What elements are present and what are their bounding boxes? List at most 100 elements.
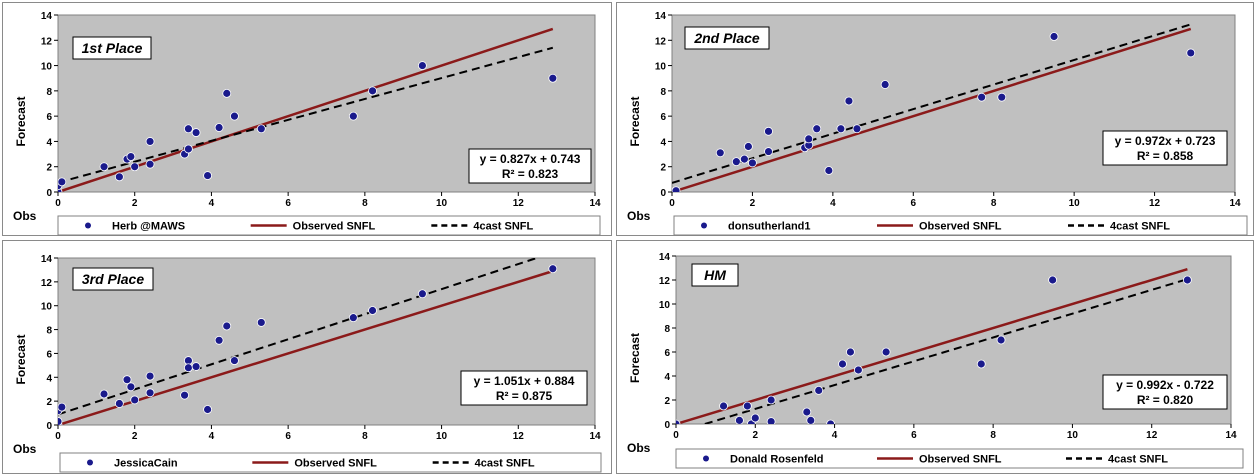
data-point bbox=[802, 407, 812, 417]
forecast-trendline bbox=[704, 278, 1188, 424]
legend-label: 4cast SNFL bbox=[1108, 454, 1168, 466]
chart-svg-3: 0 2 4 6 8 10 12 14 0 2 4 6 8 10 12 14 Obs Forecast 3rd Pla… bbox=[13, 254, 602, 473]
equation-box bbox=[1102, 130, 1228, 166]
data-point bbox=[348, 313, 358, 323]
legend-box bbox=[57, 215, 601, 236]
x-axis-label: Obs bbox=[627, 441, 651, 455]
data-point bbox=[881, 347, 891, 357]
y-tick-label: 8 bbox=[664, 324, 670, 335]
y-tick-label: 2 bbox=[664, 396, 670, 407]
data-point bbox=[368, 86, 377, 96]
data-point bbox=[203, 405, 212, 414]
data-point bbox=[764, 147, 773, 156]
series-group bbox=[58, 27, 558, 192]
title-box bbox=[684, 26, 770, 50]
chart-title: 2nd Place bbox=[693, 30, 760, 46]
data-point bbox=[846, 347, 855, 357]
data-point bbox=[676, 419, 681, 424]
y-tick-label: 12 bbox=[41, 36, 53, 47]
x-tick-label: 4 bbox=[209, 198, 215, 209]
data-point bbox=[191, 362, 201, 371]
r-squared-label: R² = 0.820 bbox=[1137, 393, 1194, 407]
data-point bbox=[826, 419, 836, 424]
data-point bbox=[804, 134, 814, 144]
data-point bbox=[230, 111, 239, 121]
data-point bbox=[548, 73, 558, 83]
y-tick-label: 0 bbox=[664, 420, 670, 431]
r-squared-label: R² = 0.858 bbox=[1137, 149, 1194, 163]
chart-title: 1st Place bbox=[82, 40, 143, 56]
data-point bbox=[126, 382, 136, 392]
data-point bbox=[1048, 275, 1058, 285]
data-point bbox=[184, 124, 193, 134]
legend-label: Herb @MAWS bbox=[112, 221, 185, 233]
legend-label: Donald Rosenfeld bbox=[730, 454, 824, 466]
chart-title: HM bbox=[704, 267, 726, 283]
data-point bbox=[130, 395, 140, 405]
x-tick-label: 14 bbox=[589, 431, 601, 442]
data-point bbox=[214, 335, 224, 345]
x-tick-label: 8 bbox=[991, 198, 997, 209]
title-box bbox=[72, 36, 152, 60]
data-point bbox=[58, 402, 67, 412]
data-point bbox=[348, 111, 358, 121]
data-point bbox=[672, 186, 681, 192]
chart-svg-4: 0 2 4 6 8 10 12 14 0 2 4 6 8 10 12 14 Obs Forecast HM y = 0… bbox=[627, 252, 1244, 469]
data-point bbox=[222, 88, 232, 98]
data-point bbox=[996, 335, 1006, 345]
x-tick-label: 2 bbox=[750, 198, 756, 209]
data-point bbox=[744, 142, 753, 151]
y-tick-label: 6 bbox=[46, 112, 52, 123]
x-tick-label: 12 bbox=[513, 198, 525, 209]
y-tick-label: 12 bbox=[655, 36, 667, 47]
data-point bbox=[99, 162, 109, 172]
x-tick-label: 8 bbox=[362, 198, 368, 209]
y-axis-label: Forecast bbox=[628, 96, 642, 146]
data-point bbox=[1049, 32, 1059, 41]
data-point bbox=[256, 318, 266, 327]
data-point bbox=[203, 171, 212, 180]
chart-panel-2: 0 2 4 6 8 10 12 14 0 2 4 6 8 10 12 14 Obs Forecast 2nd Pla… bbox=[616, 2, 1254, 236]
legend-marker bbox=[87, 459, 93, 466]
title-box bbox=[691, 263, 739, 287]
data-point bbox=[844, 96, 854, 106]
series-group bbox=[58, 258, 558, 425]
data-point bbox=[184, 363, 193, 373]
y-tick-label: 0 bbox=[660, 188, 666, 199]
x-axis-label: Obs bbox=[13, 209, 37, 223]
data-point bbox=[806, 416, 816, 424]
data-point bbox=[812, 124, 822, 134]
data-point bbox=[256, 124, 266, 134]
x-tick-label: 2 bbox=[753, 430, 759, 441]
x-tick-label: 10 bbox=[436, 431, 448, 442]
chart-svg-1: 0 2 4 6 8 10 12 14 0 2 4 6 8 10 12 14 Obs Forecast 1st Pla… bbox=[13, 11, 601, 236]
data-point bbox=[735, 416, 744, 424]
y-tick-label: 10 bbox=[655, 62, 667, 73]
x-tick-label: 12 bbox=[513, 431, 525, 442]
x-tick-label: 12 bbox=[1146, 430, 1158, 441]
data-point bbox=[184, 144, 193, 154]
x-tick-label: 0 bbox=[669, 198, 675, 209]
legend-label: 4cast SNFL bbox=[473, 221, 533, 233]
x-tick-label: 10 bbox=[1067, 430, 1079, 441]
legend-label: Observed SNFL bbox=[919, 221, 1002, 233]
y-tick-label: 8 bbox=[46, 326, 52, 337]
r-squared-label: R² = 0.875 bbox=[496, 389, 553, 403]
chart-svg-2: 0 2 4 6 8 10 12 14 0 2 4 6 8 10 12 14 Obs Forecast 2nd Pla… bbox=[627, 11, 1248, 236]
data-point bbox=[230, 356, 239, 365]
data-point bbox=[417, 61, 427, 70]
x-tick-label: 10 bbox=[436, 198, 448, 209]
data-point bbox=[838, 359, 847, 369]
x-axis-label: Obs bbox=[13, 442, 37, 456]
data-point bbox=[114, 399, 124, 408]
data-point bbox=[814, 385, 824, 395]
title-box bbox=[72, 267, 154, 291]
data-point bbox=[739, 154, 749, 164]
data-point bbox=[1186, 48, 1196, 58]
y-tick-label: 14 bbox=[659, 252, 671, 263]
data-point bbox=[715, 148, 725, 158]
observed-trendline bbox=[676, 268, 1188, 424]
y-tick-label: 0 bbox=[46, 188, 52, 199]
data-point bbox=[99, 389, 109, 399]
x-tick-label: 0 bbox=[55, 198, 61, 209]
